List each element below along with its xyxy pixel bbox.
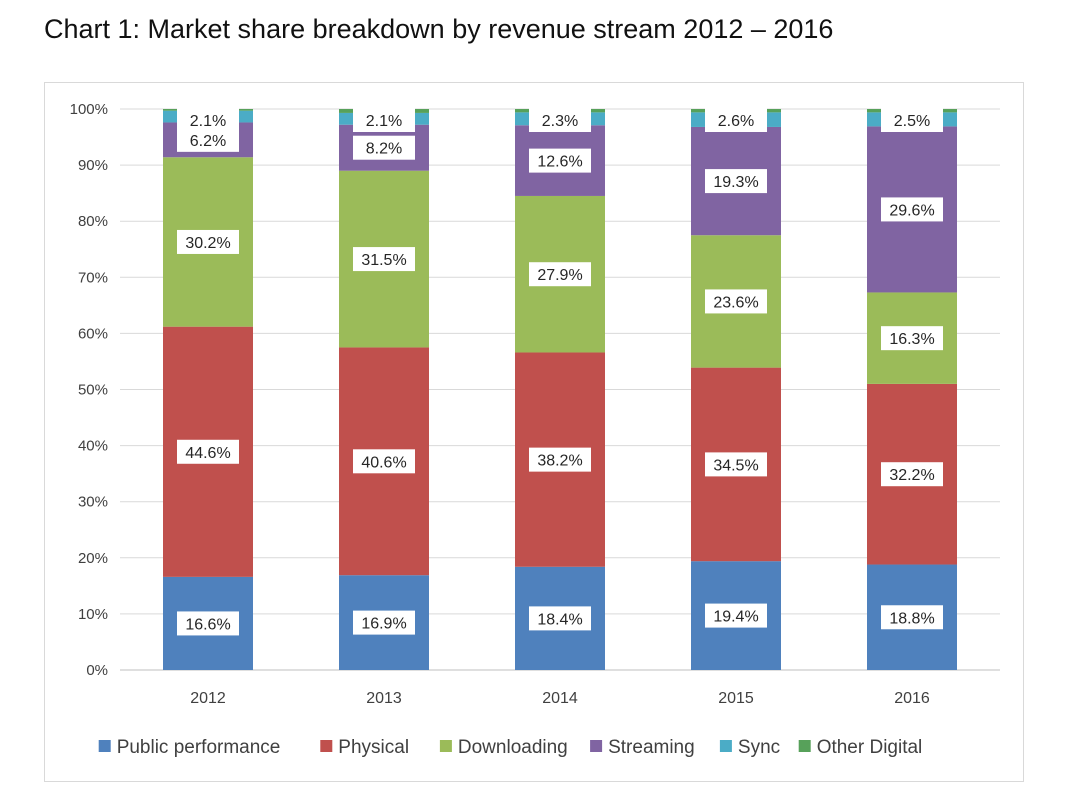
data-label-bg-physical-2016 <box>881 462 943 487</box>
x-tick-2012: 2012 <box>190 690 226 707</box>
data-label-bg-public-performance-2012 <box>177 611 239 636</box>
data-label-bg-streaming-2015 <box>705 169 767 194</box>
data-label-bg-streaming-2014 <box>529 148 591 173</box>
data-label-streaming-2015: 19.3% <box>713 174 758 191</box>
y-tick-40: 40% <box>78 438 108 455</box>
data-label-sync-2013: 2.1% <box>366 113 402 130</box>
legend-label-other-digital: Other Digital <box>817 737 923 758</box>
data-label-bg-sync-2016 <box>881 108 943 132</box>
data-label-downloading-2014: 27.9% <box>537 267 582 284</box>
x-tick-2015: 2015 <box>718 690 754 707</box>
legend: Public performance Physical Downloading Str… <box>98 737 923 758</box>
x-tick-2014: 2014 <box>542 690 578 707</box>
data-label-bg-public-performance-2016 <box>881 605 943 630</box>
data-label-streaming-2013: 8.2% <box>366 141 402 158</box>
y-tick-80: 80% <box>78 213 108 230</box>
data-label-physical-2012: 44.6% <box>185 445 230 462</box>
data-label-bg-physical-2014 <box>529 447 591 472</box>
y-axis: 0% 10% 20% 30% 40% 50% 60% 70% 80% 90% 100% <box>70 101 108 679</box>
data-label-physical-2014: 38.2% <box>537 453 582 470</box>
data-label-public-performance-2016: 18.8% <box>889 610 934 627</box>
y-tick-100: 100% <box>70 101 108 118</box>
data-label-downloading-2012: 30.2% <box>185 235 230 252</box>
x-axis: 2012 2013 2014 2015 2016 <box>190 690 930 707</box>
data-label-physical-2016: 32.2% <box>889 467 934 484</box>
y-tick-50: 50% <box>78 382 108 399</box>
data-label-bg-physical-2015 <box>705 452 767 477</box>
data-label-bg-streaming-2016 <box>881 197 943 222</box>
data-label-bg-physical-2013 <box>353 449 415 474</box>
legend-label-downloading: Downloading <box>458 737 568 758</box>
data-label-bg-downloading-2015 <box>705 289 767 314</box>
y-tick-70: 70% <box>78 269 108 286</box>
data-label-bg-downloading-2013 <box>353 247 415 272</box>
legend-swatch-streaming <box>590 740 603 752</box>
y-tick-30: 30% <box>78 494 108 511</box>
legend-swatch-downloading <box>439 740 452 752</box>
legend-label-physical: Physical <box>338 737 409 758</box>
data-label-public-performance-2014: 18.4% <box>537 611 582 628</box>
y-tick-60: 60% <box>78 325 108 342</box>
data-label-bg-downloading-2016 <box>881 326 943 351</box>
data-label-public-performance-2015: 19.4% <box>713 609 758 626</box>
data-label-sync-2015: 2.6% <box>718 113 754 130</box>
data-label-public-performance-2012: 16.6% <box>185 616 230 633</box>
legend-swatch-physical <box>320 740 333 752</box>
data-label-bg-downloading-2014 <box>529 262 591 287</box>
data-labels: 16.6% 44.6% 30.2% 6.2% 2.1% 16.9% 40.6% 31.5% 8.… <box>177 108 943 636</box>
data-label-sync-2014: 2.3% <box>542 113 578 130</box>
data-label-streaming-2016: 29.6% <box>889 202 934 219</box>
data-label-sync-2016: 2.5% <box>894 113 930 130</box>
data-label-bg-sync-2013 <box>353 108 415 132</box>
data-label-streaming-2012: 6.2% <box>190 133 226 150</box>
data-label-bg-downloading-2012 <box>177 229 239 254</box>
y-tick-90: 90% <box>78 157 108 174</box>
data-label-bg-physical-2012 <box>177 439 239 464</box>
data-label-bg-public-performance-2013 <box>353 610 415 635</box>
data-label-bg-sync-2015 <box>705 108 767 132</box>
x-tick-2016: 2016 <box>894 690 930 707</box>
data-label-bg-public-performance-2015 <box>705 603 767 628</box>
x-tick-2013: 2013 <box>366 690 402 707</box>
legend-swatch-other-digital <box>798 740 811 752</box>
data-label-downloading-2016: 16.3% <box>889 331 934 348</box>
data-label-physical-2015: 34.5% <box>713 457 758 474</box>
y-tick-10: 10% <box>78 606 108 623</box>
data-label-bg-sync-2012 <box>177 108 239 132</box>
data-label-bg-sync-2014 <box>529 108 591 132</box>
data-label-downloading-2013: 31.5% <box>361 252 406 269</box>
legend-label-sync: Sync <box>738 737 780 758</box>
data-label-public-performance-2013: 16.9% <box>361 616 406 633</box>
legend-swatch-sync <box>719 740 732 752</box>
legend-swatch-public-performance <box>98 740 111 752</box>
chart-title: Chart 1: Market share breakdown by reven… <box>44 14 834 44</box>
data-label-physical-2013: 40.6% <box>361 454 406 471</box>
legend-label-streaming: Streaming <box>608 737 695 758</box>
y-tick-0: 0% <box>86 662 108 679</box>
y-tick-20: 20% <box>78 550 108 567</box>
data-label-bg-public-performance-2014 <box>529 606 591 631</box>
data-label-bg-streaming-2013 <box>353 135 415 160</box>
data-label-sync-2012: 2.1% <box>190 113 226 130</box>
data-label-downloading-2015: 23.6% <box>713 294 758 311</box>
legend-label-public-performance: Public performance <box>117 737 281 758</box>
data-label-streaming-2014: 12.6% <box>537 154 582 171</box>
